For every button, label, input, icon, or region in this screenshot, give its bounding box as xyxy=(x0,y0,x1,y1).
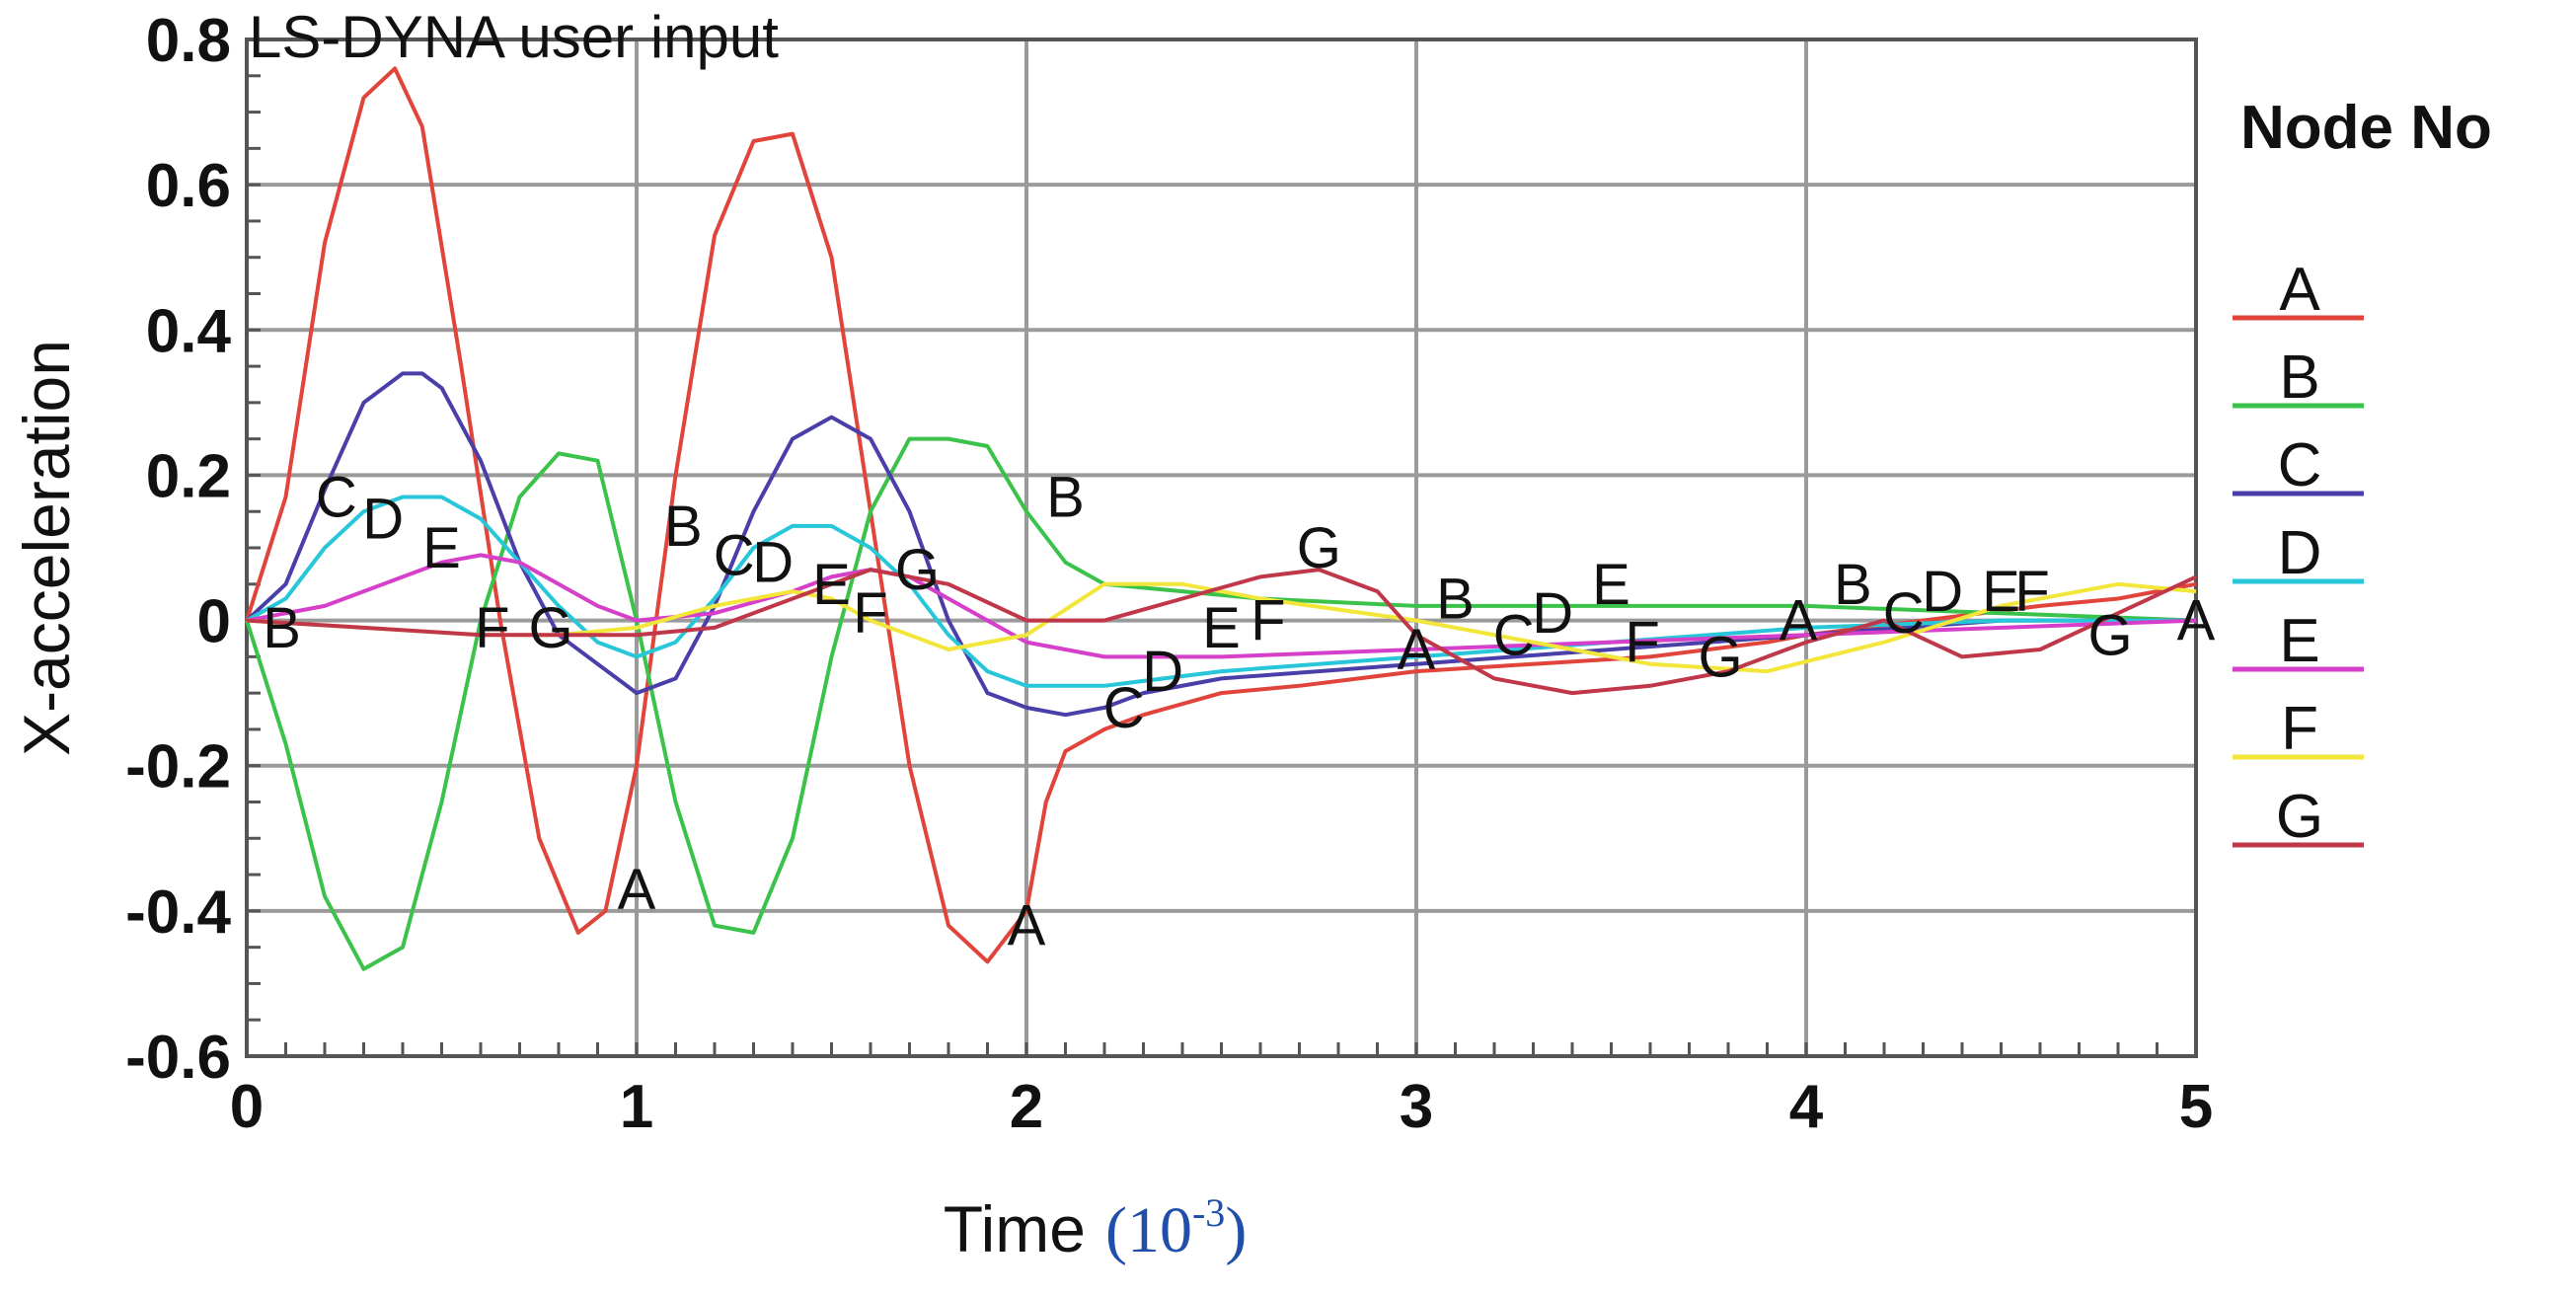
point-label-E-1: E xyxy=(812,553,851,617)
point-label-F-4: F xyxy=(2014,560,2049,624)
point-label-B-0: B xyxy=(263,596,301,660)
x-tick-label-0: 0 xyxy=(230,1073,264,1141)
point-label-A-3: A xyxy=(1780,589,1818,653)
x-axis-unit-base: (10 xyxy=(1105,1194,1192,1266)
point-label-D-1: D xyxy=(752,531,794,595)
y-tick-labels: -0.6 -0.4 -0.2 0 0.2 0.4 0.6 0.8 xyxy=(125,7,231,1092)
x-axis-title: Time xyxy=(944,1192,1086,1265)
series-line-E xyxy=(246,553,2197,659)
point-label-F-0: F xyxy=(475,596,509,660)
series-line-D xyxy=(246,495,2196,688)
minor-ticks xyxy=(245,38,2198,1058)
legend-label-A: A xyxy=(2279,256,2320,324)
legend-label-F: F xyxy=(2281,695,2318,763)
point-label-F-1: F xyxy=(853,581,887,646)
legend-item-B: B xyxy=(2233,344,2364,412)
x-tick-labels: 0 1 2 3 4 5 xyxy=(230,1073,2213,1141)
point-label-B-1: B xyxy=(664,495,703,559)
x-axis-unit-close: ) xyxy=(1225,1194,1247,1266)
series-line-C xyxy=(245,371,2196,718)
y-tick-label-6: 0.6 xyxy=(146,152,231,220)
point-label-G-1: G xyxy=(895,538,940,602)
point-label-C-3: C xyxy=(1493,603,1535,667)
point-label-D-3: D xyxy=(1532,581,1573,646)
x-axis-unit-exponent: -3 xyxy=(1192,1190,1225,1235)
y-tick-label-7: 0.8 xyxy=(146,7,231,75)
series-line-G xyxy=(246,568,2197,696)
point-label-D-2: D xyxy=(1142,640,1183,704)
x-tick-label-5: 5 xyxy=(2179,1073,2213,1141)
point-label-F-2: F xyxy=(1250,589,1285,653)
legend-item-G: G xyxy=(2233,783,2364,851)
point-label-E-3: E xyxy=(1592,553,1630,617)
y-tick-label-3: 0 xyxy=(197,588,231,656)
point-label-A-2: A xyxy=(1398,618,1436,682)
point-label-E-2: E xyxy=(1202,596,1241,660)
point-label-C-1: C xyxy=(714,523,755,587)
point-label-E-4: E xyxy=(1982,560,2020,624)
legend-title: Node No xyxy=(2240,94,2492,162)
legend-item-C: C xyxy=(2233,431,2364,499)
legend-label-C: C xyxy=(2278,431,2322,499)
point-label-C-4: C xyxy=(1883,581,1925,646)
y-tick-label-1: -0.4 xyxy=(125,878,231,947)
series-line-F xyxy=(246,581,2197,674)
point-label-D-0: D xyxy=(362,488,404,552)
point-label-A-1: A xyxy=(1008,894,1046,958)
legend-label-G: G xyxy=(2276,783,2323,851)
y-tick-label-0: -0.6 xyxy=(125,1024,231,1092)
legend-label-D: D xyxy=(2278,519,2322,587)
point-label-B-4: B xyxy=(1834,553,1872,617)
y-axis-title: X-acceleration xyxy=(10,340,83,756)
series-line-A xyxy=(245,66,2197,964)
legend-item-F: F xyxy=(2233,695,2364,763)
series-lines xyxy=(245,66,2197,971)
y-tick-label-5: 0.4 xyxy=(146,297,232,365)
x-tick-label-1: 1 xyxy=(620,1073,653,1141)
legend-item-A: A xyxy=(2233,256,2364,324)
point-label-C-0: C xyxy=(316,466,357,530)
series-line-B xyxy=(245,436,2197,971)
point-label-G-3: G xyxy=(1699,625,1743,689)
point-label-E-0: E xyxy=(422,516,461,580)
y-tick-label-4: 0.2 xyxy=(146,442,231,510)
point-label-A-4: A xyxy=(2177,589,2216,653)
x-tick-label-2: 2 xyxy=(1010,1073,1043,1141)
y-tick-label-2: -0.2 xyxy=(125,733,231,802)
point-label-F-3: F xyxy=(1625,611,1659,675)
point-label-G-2: G xyxy=(1297,516,1341,580)
point-label-B-2: B xyxy=(1046,466,1085,530)
legend-label-B: B xyxy=(2279,344,2319,412)
legend-label-E: E xyxy=(2279,607,2319,675)
point-label-C-2: C xyxy=(1103,676,1145,740)
point-label-G-0: G xyxy=(529,596,573,660)
point-label-D-4: D xyxy=(1922,560,1963,624)
chart-title: LS-DYNA user input xyxy=(249,4,779,70)
legend-item-E: E xyxy=(2233,607,2364,675)
x-tick-label-4: 4 xyxy=(1789,1073,1824,1141)
legend-item-D: D xyxy=(2233,519,2364,587)
x-tick-label-3: 3 xyxy=(1400,1073,1433,1141)
point-label-B-3: B xyxy=(1436,568,1475,632)
x-axis-unit: (10-3) xyxy=(1105,1190,1247,1266)
point-label-A-0: A xyxy=(618,858,656,922)
point-label-G-4: G xyxy=(2088,603,2133,667)
